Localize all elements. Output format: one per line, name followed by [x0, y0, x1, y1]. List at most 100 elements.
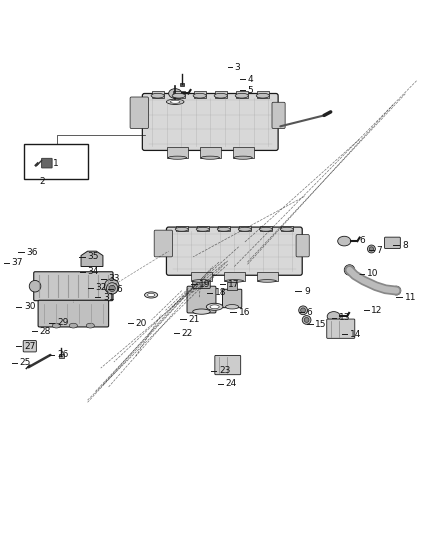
Ellipse shape: [258, 280, 276, 282]
Ellipse shape: [69, 323, 78, 328]
Text: 13: 13: [339, 313, 351, 322]
Ellipse shape: [170, 100, 180, 103]
Ellipse shape: [172, 93, 185, 98]
Ellipse shape: [175, 227, 188, 231]
Text: 31: 31: [103, 293, 114, 302]
Text: 15: 15: [315, 320, 327, 329]
Bar: [194, 92, 206, 98]
Text: 37: 37: [11, 259, 22, 268]
Circle shape: [369, 247, 374, 251]
Bar: [200, 147, 221, 158]
Text: 24: 24: [226, 379, 237, 389]
Circle shape: [29, 280, 41, 292]
Circle shape: [104, 279, 119, 294]
Text: 26: 26: [57, 351, 68, 359]
Bar: [176, 226, 188, 231]
FancyBboxPatch shape: [215, 356, 240, 375]
Ellipse shape: [210, 305, 219, 309]
Ellipse shape: [280, 227, 293, 231]
Ellipse shape: [206, 303, 223, 310]
Bar: [233, 147, 254, 158]
Ellipse shape: [225, 280, 244, 282]
FancyBboxPatch shape: [193, 277, 210, 288]
Text: 21: 21: [188, 314, 200, 324]
Bar: [260, 226, 272, 231]
Ellipse shape: [196, 227, 209, 231]
Circle shape: [392, 286, 401, 295]
FancyBboxPatch shape: [38, 300, 109, 327]
Circle shape: [109, 285, 115, 292]
FancyBboxPatch shape: [223, 289, 242, 308]
Text: 20: 20: [136, 319, 147, 328]
Text: 23: 23: [219, 366, 230, 375]
Bar: [173, 92, 185, 98]
Ellipse shape: [86, 323, 95, 328]
Ellipse shape: [151, 93, 164, 98]
Circle shape: [299, 306, 307, 314]
Bar: [236, 92, 248, 98]
Text: 11: 11: [405, 293, 417, 302]
Ellipse shape: [256, 93, 269, 98]
Text: 6: 6: [359, 236, 365, 245]
FancyBboxPatch shape: [23, 341, 36, 352]
Circle shape: [346, 267, 353, 273]
Circle shape: [302, 316, 311, 324]
Text: 9: 9: [304, 287, 310, 296]
Ellipse shape: [168, 156, 187, 159]
Text: 6: 6: [116, 285, 122, 294]
Bar: [180, 83, 184, 86]
Circle shape: [394, 288, 399, 293]
FancyBboxPatch shape: [296, 235, 309, 257]
Text: 3: 3: [234, 63, 240, 72]
Ellipse shape: [193, 309, 210, 314]
Text: 6: 6: [307, 308, 312, 317]
FancyBboxPatch shape: [130, 97, 148, 128]
Ellipse shape: [52, 323, 60, 328]
Bar: [281, 226, 293, 231]
FancyBboxPatch shape: [272, 102, 285, 128]
Bar: [239, 226, 251, 231]
Bar: [257, 272, 278, 281]
Bar: [167, 147, 188, 158]
Bar: [224, 272, 245, 281]
Bar: [59, 354, 64, 359]
Text: 32: 32: [95, 283, 107, 292]
Bar: [152, 92, 164, 98]
Text: 17: 17: [228, 279, 239, 288]
Text: 1: 1: [53, 159, 58, 168]
FancyBboxPatch shape: [166, 227, 302, 275]
Circle shape: [300, 308, 305, 313]
Bar: [218, 226, 230, 231]
Text: 5: 5: [247, 86, 253, 95]
FancyBboxPatch shape: [142, 93, 278, 150]
Ellipse shape: [338, 236, 351, 246]
Ellipse shape: [193, 93, 206, 98]
Ellipse shape: [259, 227, 272, 231]
Text: 10: 10: [367, 270, 378, 278]
Bar: [215, 92, 227, 98]
Ellipse shape: [226, 304, 239, 309]
Circle shape: [367, 245, 375, 253]
Ellipse shape: [217, 227, 230, 231]
Circle shape: [106, 282, 118, 294]
Ellipse shape: [235, 93, 248, 98]
Text: 27: 27: [24, 342, 35, 351]
Ellipse shape: [192, 280, 211, 282]
Ellipse shape: [169, 88, 182, 98]
FancyBboxPatch shape: [385, 237, 400, 248]
Ellipse shape: [327, 312, 340, 321]
Bar: [257, 92, 269, 98]
Text: 7: 7: [377, 246, 382, 255]
Bar: [191, 272, 212, 281]
Text: 28: 28: [39, 327, 51, 336]
Polygon shape: [81, 251, 103, 266]
Bar: [227, 282, 237, 290]
Text: 29: 29: [57, 318, 68, 327]
Text: 8: 8: [402, 241, 408, 250]
Text: 18: 18: [215, 288, 226, 297]
Bar: [197, 226, 209, 231]
Ellipse shape: [148, 293, 155, 297]
Text: 30: 30: [24, 302, 35, 311]
FancyBboxPatch shape: [154, 230, 173, 257]
Text: 4: 4: [247, 75, 253, 84]
